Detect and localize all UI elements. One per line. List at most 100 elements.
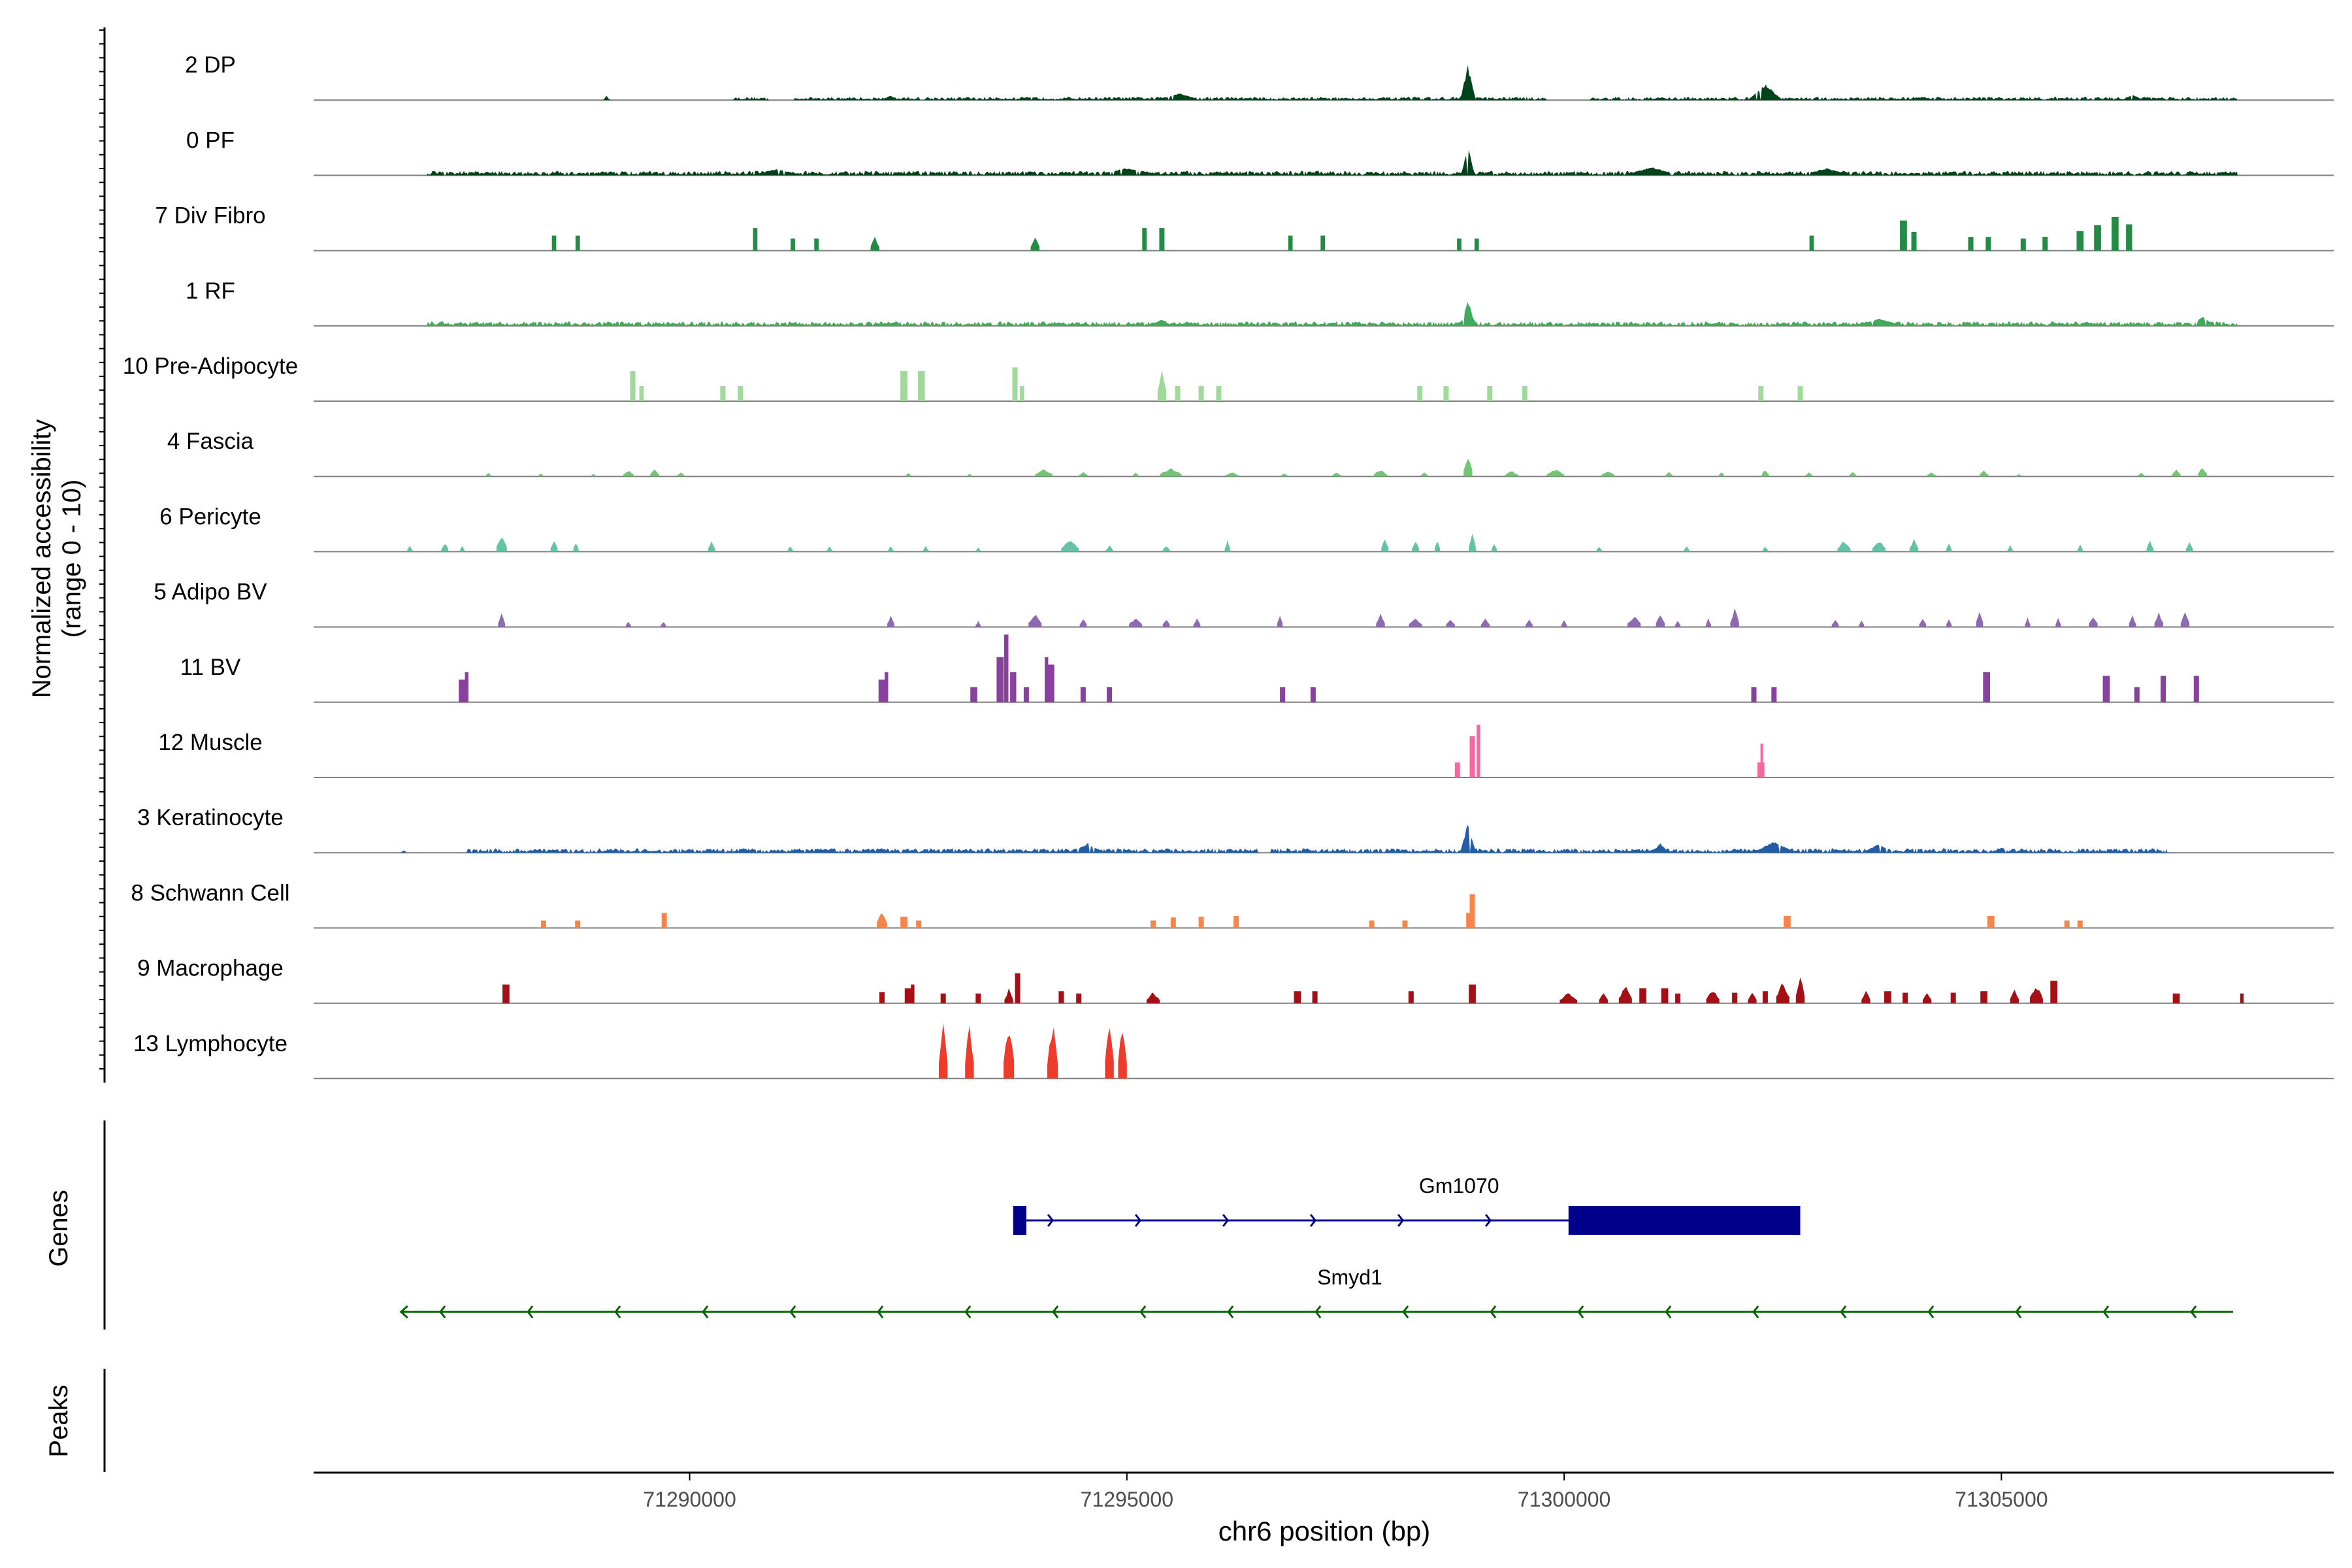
coverage-peak <box>1015 973 1021 1004</box>
coverage-peak <box>502 984 510 1004</box>
coverage-peak <box>2138 472 2145 477</box>
coverage-peak <box>1760 743 1763 778</box>
coverage-peak <box>2025 617 2031 627</box>
coverage-peak <box>1771 687 1777 702</box>
coverage-peak <box>441 544 449 552</box>
strand-arrow <box>1752 1305 1759 1318</box>
coverage-peak <box>2172 993 2180 1004</box>
coverage-peak <box>1105 1028 1114 1079</box>
coverage-peak <box>1012 367 1018 402</box>
coverage-peak <box>975 993 981 1004</box>
coverage-track: 6 Pericyte <box>159 504 2334 553</box>
strand-arrow <box>1402 1305 1409 1318</box>
coverage-peak <box>1705 618 1711 627</box>
strand-arrow <box>1052 1305 1059 1318</box>
coverage-peak <box>1599 993 1608 1004</box>
coverage-peak <box>1560 993 1578 1004</box>
coverage-peak <box>996 657 1004 702</box>
coverage-peak <box>1162 546 1170 552</box>
coverage-peak <box>2240 993 2244 1004</box>
coverage-track: 13 Lymphocyte <box>133 1022 2334 1079</box>
coverage-peak <box>1402 920 1408 928</box>
coverage-peak <box>2007 545 2013 552</box>
coverage-peak <box>877 913 888 928</box>
coverage-peak <box>551 235 557 251</box>
coverage-track: 7 Div Fibro <box>155 203 2334 252</box>
coverage-peak <box>900 371 907 401</box>
coverage-peak <box>485 472 491 477</box>
track-label: 10 Pre-Adipocyte <box>123 353 298 379</box>
coverage-peak <box>2016 474 2021 477</box>
coverage-profile <box>558 65 2238 101</box>
coverage-peak <box>1675 993 1681 1004</box>
coverage-peak <box>1809 235 1814 251</box>
coverage-peak <box>1294 991 1301 1004</box>
coverage-peak <box>870 237 879 251</box>
coverage-peak <box>1872 542 1886 552</box>
strand-arrow <box>614 1305 621 1318</box>
strand-arrow <box>1397 1214 1405 1227</box>
coverage-peak <box>1987 916 1995 928</box>
coverage-peak <box>1107 687 1112 702</box>
strand-arrow <box>702 1305 709 1318</box>
coverage-peak <box>1469 736 1475 778</box>
coverage-peak <box>1004 1036 1015 1079</box>
strand-arrow <box>399 1305 408 1319</box>
coverage-track: 12 Muscle <box>158 725 2334 778</box>
coverage-peak <box>1058 991 1064 1004</box>
coverage-peak <box>738 386 743 401</box>
coverage-peak <box>2094 225 2101 251</box>
coverage-peak <box>2055 618 2061 627</box>
track-label: 12 Muscle <box>158 730 263 755</box>
strand-arrow <box>1665 1305 1672 1318</box>
gene-exon <box>1568 1206 1801 1235</box>
track-label: 13 Lymphocyte <box>133 1031 287 1056</box>
coverage-peak <box>1665 472 1673 477</box>
coverage-peak <box>630 371 636 401</box>
strand-arrow <box>1577 1305 1584 1318</box>
track-label: 1 RF <box>186 278 235 304</box>
gene-model: Smyd1 <box>399 1266 2234 1319</box>
x-axis: 71290000 71295000 71300000 71305000 <box>314 1471 2334 1511</box>
coverage-peak <box>1861 990 1870 1004</box>
coverage-peak <box>1142 228 1147 251</box>
strand-arrow <box>1139 1305 1147 1318</box>
coverage-peak <box>1047 1027 1058 1079</box>
coverage-peak <box>1732 992 1738 1004</box>
coverage-peak <box>1684 546 1690 552</box>
coverage-peak <box>1198 386 1204 401</box>
coverage-peak <box>753 228 758 251</box>
coverage-peak <box>1831 620 1839 627</box>
coverage-peak <box>887 615 894 627</box>
track-label: 2 DP <box>185 52 236 78</box>
coverage-peak <box>1004 988 1013 1004</box>
coverage-peak <box>1320 235 1325 251</box>
gene-label: Smyd1 <box>1317 1266 1382 1289</box>
coverage-peak <box>1047 664 1054 702</box>
gene-exon <box>1013 1206 1026 1235</box>
coverage-peak <box>2029 988 2043 1004</box>
coverage-peak <box>1105 545 1113 552</box>
coverage-peak <box>917 371 925 401</box>
coverage-peak <box>1151 920 1156 928</box>
strand-arrow <box>1927 1305 1935 1318</box>
coverage-peak <box>1884 991 1891 1004</box>
coverage-peak <box>1160 468 1182 477</box>
coverage-peak <box>885 672 889 702</box>
coverage-peak <box>1661 988 1669 1004</box>
track-label: 4 Fascia <box>167 429 254 454</box>
strand-arrow <box>1134 1214 1142 1227</box>
coverage-peak <box>1079 619 1087 627</box>
coverage-track: 4 Fascia <box>167 429 2334 478</box>
coverage-peak <box>1028 615 1042 627</box>
coverage-peak <box>1216 386 1222 401</box>
y-axis-title-line2: (range 0 - 10) <box>57 480 86 638</box>
coverage-peak <box>1903 992 1908 1004</box>
coverage-peak <box>814 238 819 251</box>
coverage-peak <box>1061 541 1079 552</box>
coverage-peak <box>1435 541 1440 552</box>
x-tick-label: 71305000 <box>1955 1488 2048 1511</box>
coverage-peak <box>639 386 644 401</box>
coverage-peak <box>1505 471 1518 477</box>
coverage-tracks: 2 DP 0 PF 7 Div Fibro 1 RF 10 Pre-Adipocyte 4… <box>123 52 2334 1079</box>
